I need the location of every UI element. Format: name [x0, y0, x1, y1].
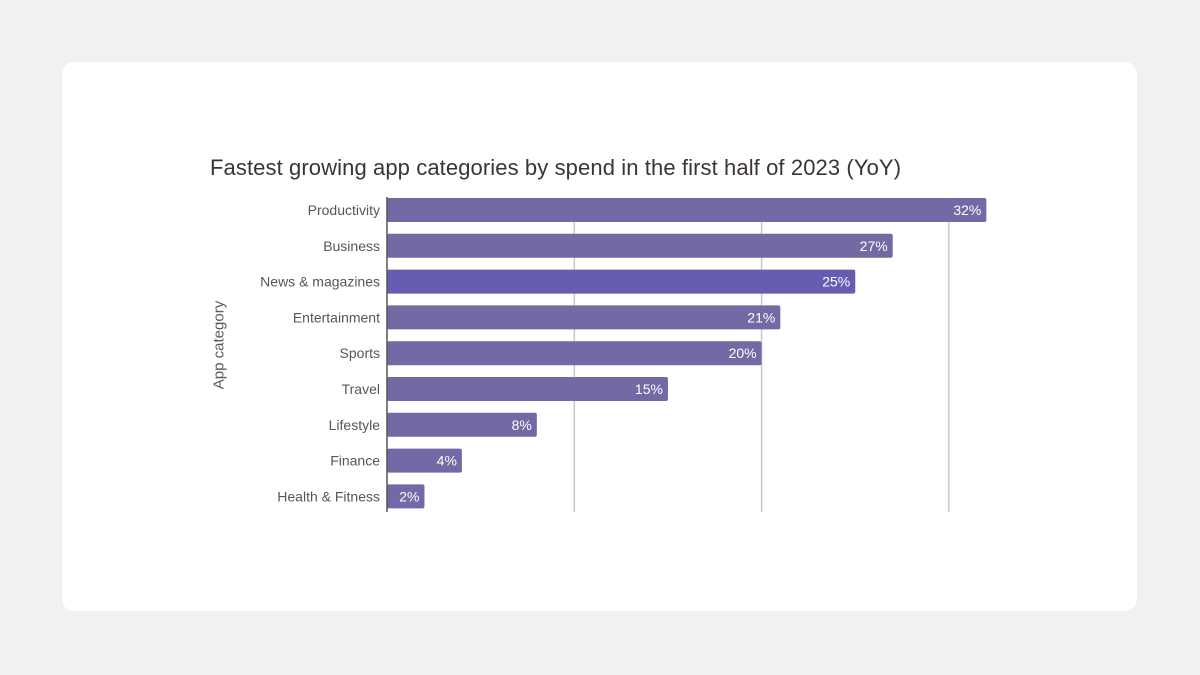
category-label-productivity: Productivity — [308, 202, 380, 218]
value-label-travel: 15% — [635, 381, 663, 397]
category-label-business: Business — [323, 238, 380, 254]
bar-business — [387, 233, 893, 258]
bar-travel — [387, 377, 668, 401]
value-labels: 32% 27% 25% 21% 20% 15% 8% 4% 2% — [399, 202, 981, 504]
value-label-lifestyle: 8% — [512, 417, 532, 433]
category-label-travel: Travel — [342, 381, 380, 397]
bar-lifestyle — [387, 412, 537, 437]
value-label-finance: 4% — [437, 453, 457, 469]
bar-productivity — [387, 198, 987, 222]
value-label-sports: 20% — [729, 345, 757, 361]
bar-sports — [387, 341, 762, 366]
value-label-entertainment: 21% — [747, 309, 775, 325]
chart-title: Fastest growing app categories by spend … — [210, 155, 902, 180]
bar-health-fitness — [387, 484, 425, 509]
bars — [387, 198, 987, 509]
value-label-productivity: 32% — [953, 202, 981, 218]
bar-entertainment — [387, 305, 781, 330]
bar-finance — [387, 448, 462, 473]
bar-news-magazines — [387, 269, 856, 294]
category-label-news-magazines: News & magazines — [260, 274, 380, 290]
value-label-business: 27% — [860, 238, 888, 254]
category-labels: Productivity Business News & magazines Ente… — [260, 202, 380, 504]
value-label-news-magazines: 25% — [822, 274, 850, 290]
value-label-health-fitness: 2% — [399, 488, 419, 504]
gridlines — [573, 222, 950, 512]
category-label-finance: Finance — [330, 453, 380, 469]
category-label-entertainment: Entertainment — [293, 309, 380, 325]
category-label-lifestyle: Lifestyle — [329, 417, 381, 433]
chart-card — [62, 62, 1137, 611]
category-label-health-fitness: Health & Fitness — [277, 488, 380, 504]
category-label-sports: Sports — [340, 345, 380, 361]
